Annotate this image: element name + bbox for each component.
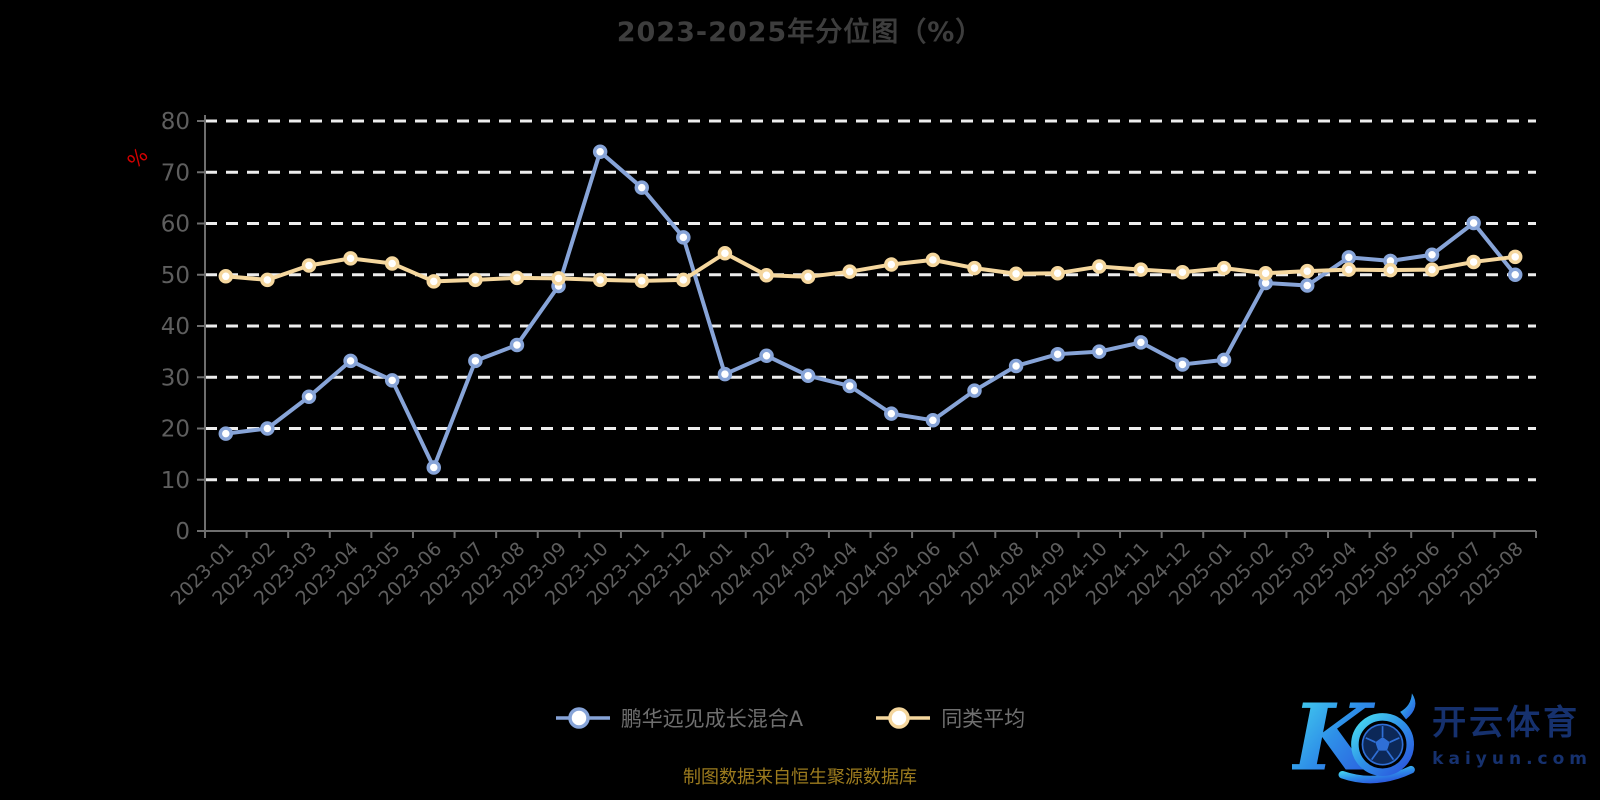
data-point-s1-2023-07[interactable] (468, 272, 483, 288)
y-tick-label-60: 60 (161, 212, 190, 238)
data-point-s1-2023-03[interactable] (301, 258, 317, 273)
data-point-s0-2024-01[interactable] (717, 366, 733, 382)
data-point-s1-2024-05[interactable] (884, 257, 899, 272)
data-point-s1-2025-05[interactable] (1383, 262, 1398, 278)
data-point-s0-2023-01[interactable] (218, 426, 234, 441)
legend-item-fund[interactable]: 鹏华远见成长混合A (555, 703, 803, 733)
data-point-s1-2025-03[interactable] (1299, 263, 1315, 279)
data-point-s0-2024-03[interactable] (800, 368, 816, 383)
data-point-s1-2023-01[interactable] (218, 269, 234, 284)
series-line-0 (223, 149, 1518, 470)
chart-title: 2023-2025年分位图（%） (616, 17, 984, 48)
y-tick-label-0: 0 (175, 519, 190, 545)
data-point-s1-2025-04[interactable] (1341, 262, 1357, 277)
data-point-s0-2023-04[interactable] (343, 353, 358, 369)
data-point-s0-2023-12[interactable] (676, 230, 691, 245)
data-point-s0-2023-07[interactable] (468, 353, 483, 369)
y-tick-label-80: 80 (161, 109, 190, 135)
chart-legend: 鹏华远见成长混合A 同类平均 (0, 703, 1580, 733)
data-point-s0-2023-08[interactable] (509, 337, 525, 353)
kaiyun-watermark: K 开云体育 kaiyun.com (1292, 678, 1592, 796)
data-point-s1-2025-02[interactable] (1258, 265, 1273, 281)
data-point-s0-2025-06[interactable] (1424, 247, 1440, 263)
data-point-s1-2024-03[interactable] (800, 269, 816, 285)
data-point-s0-2024-07[interactable] (967, 383, 982, 398)
data-point-s1-2024-10[interactable] (1092, 259, 1107, 274)
data-point-s1-2024-09[interactable] (1050, 265, 1065, 281)
data-point-s1-2023-12[interactable] (676, 272, 691, 288)
data-point-s1-2024-12[interactable] (1175, 264, 1190, 280)
data-point-s0-2024-11[interactable] (1133, 335, 1149, 350)
data-point-s1-2024-11[interactable] (1133, 262, 1149, 277)
data-point-s1-2024-04[interactable] (842, 264, 857, 279)
y-tick-label-30: 30 (161, 365, 190, 391)
legend-label-category-average: 同类平均 (941, 707, 1026, 731)
data-point-s0-2025-03[interactable] (1299, 278, 1315, 293)
data-point-s0-2024-10[interactable] (1092, 344, 1107, 359)
data-point-s1-2023-02[interactable] (260, 272, 275, 288)
data-point-s1-2023-08[interactable] (509, 270, 525, 286)
legend-label-fund: 鹏华远见成长混合A (620, 707, 804, 731)
data-source-note: 制图数据来自恒生聚源数据库 (683, 767, 917, 788)
data-point-s1-2024-07[interactable] (967, 260, 982, 276)
data-point-s0-2023-05[interactable] (384, 373, 400, 388)
data-point-s1-2023-04[interactable] (343, 251, 358, 266)
watermark-brand-text: 开云体育 (1432, 702, 1581, 743)
data-point-s1-2025-01[interactable] (1216, 260, 1232, 276)
data-point-s1-2025-08[interactable] (1507, 249, 1523, 265)
data-point-s0-2025-04[interactable] (1341, 250, 1357, 265)
kaiyun-logo-icon: K (1292, 683, 1416, 792)
legend-marker-average-icon (876, 707, 931, 729)
data-point-s0-2024-04[interactable] (842, 378, 857, 394)
watermark-domain-text: kaiyun.com (1432, 749, 1592, 770)
data-point-s0-2024-09[interactable] (1050, 346, 1065, 362)
data-point-s1-2024-06[interactable] (925, 252, 941, 268)
data-point-s0-2023-02[interactable] (260, 421, 275, 436)
data-point-s0-2024-06[interactable] (925, 413, 941, 428)
data-point-s1-2023-11[interactable] (634, 273, 649, 289)
y-tick-label-10: 10 (161, 468, 190, 494)
legend-marker-fund-icon (555, 707, 610, 729)
data-point-s1-2025-06[interactable] (1424, 262, 1440, 277)
data-point-s1-2024-01[interactable] (717, 245, 733, 261)
data-point-s1-2025-07[interactable] (1466, 254, 1481, 270)
data-point-s1-2024-08[interactable] (1008, 266, 1024, 281)
data-point-s0-2023-11[interactable] (634, 180, 649, 195)
data-point-s0-2023-06[interactable] (426, 460, 442, 475)
y-tick-label-70: 70 (161, 160, 190, 186)
data-point-s0-2025-01[interactable] (1216, 352, 1232, 368)
legend-item-category-average[interactable]: 同类平均 (875, 703, 1025, 733)
data-point-s0-2024-08[interactable] (1008, 358, 1024, 374)
data-point-s0-2024-12[interactable] (1175, 357, 1190, 372)
y-tick-label-50: 50 (161, 263, 190, 289)
football-icon (1361, 723, 1404, 766)
data-point-s1-2023-09[interactable] (551, 271, 566, 286)
data-point-s0-2024-02[interactable] (759, 348, 774, 363)
data-point-s0-2025-08[interactable] (1507, 267, 1523, 282)
y-tick-label-40: 40 (161, 314, 190, 340)
data-point-s0-2024-05[interactable] (884, 406, 899, 421)
data-point-s0-2023-03[interactable] (301, 389, 317, 404)
data-point-s1-2023-06[interactable] (426, 274, 442, 289)
data-point-s1-2023-10[interactable] (592, 272, 608, 288)
data-point-s0-2025-07[interactable] (1466, 215, 1481, 231)
y-tick-label-20: 20 (161, 417, 190, 443)
data-point-s1-2023-05[interactable] (384, 256, 400, 271)
data-point-s1-2024-02[interactable] (759, 268, 774, 283)
data-point-s0-2023-10[interactable] (592, 144, 608, 159)
